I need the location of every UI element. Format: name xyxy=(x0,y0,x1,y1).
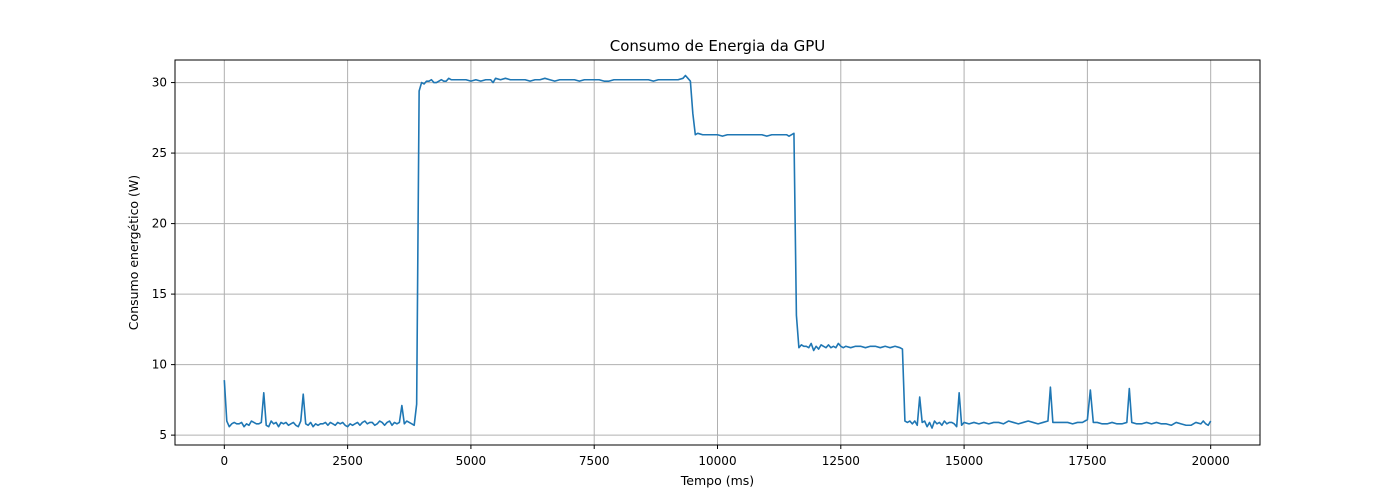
y-tick-label: 30 xyxy=(152,76,167,90)
y-tick-label: 20 xyxy=(152,217,167,231)
y-tick-label: 25 xyxy=(152,146,167,160)
series-layer xyxy=(223,74,1212,429)
y-tick-label: 10 xyxy=(152,358,167,372)
chart-title: Consumo de Energia da GPU xyxy=(610,37,825,55)
x-tick-label: 15000 xyxy=(945,454,983,468)
axis-ticks: 0 2500 5000 7500 10000 12500 15000 17500 20000 5 1… xyxy=(152,76,1230,468)
x-axis-label: Tempo (ms) xyxy=(680,473,754,488)
x-tick-label: 2500 xyxy=(332,454,363,468)
x-tick-label: 12500 xyxy=(822,454,860,468)
x-tick-label: 17500 xyxy=(1068,454,1106,468)
grid xyxy=(175,60,1260,445)
x-tick-label: 5000 xyxy=(456,454,487,468)
y-tick-label: 5 xyxy=(159,428,167,442)
x-tick-label: 7500 xyxy=(579,454,610,468)
x-tick-label: 20000 xyxy=(1192,454,1230,468)
x-tick-label: 10000 xyxy=(698,454,736,468)
y-tick-label: 15 xyxy=(152,287,167,301)
series-line xyxy=(223,74,1212,429)
x-tick-label: 0 xyxy=(220,454,228,468)
y-axis-label: Consumo energético (W) xyxy=(126,175,141,330)
